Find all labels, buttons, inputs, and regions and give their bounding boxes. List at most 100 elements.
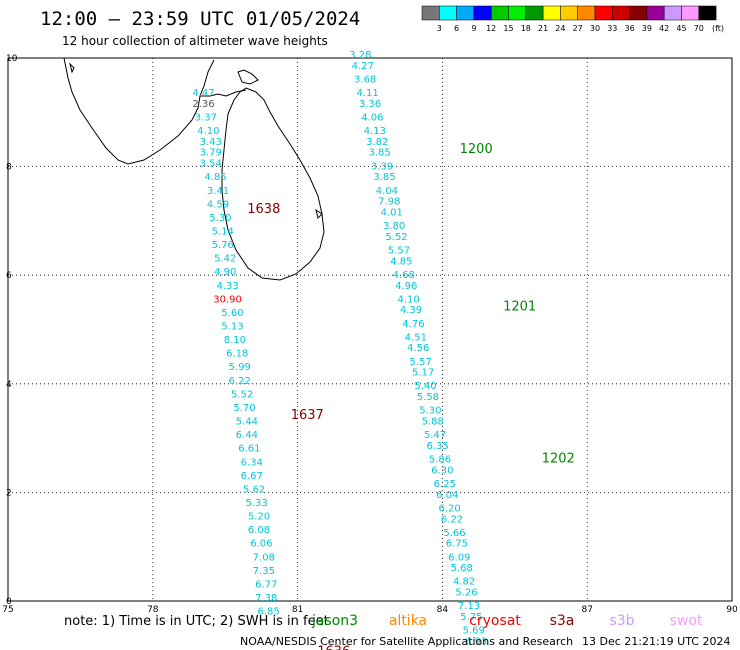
wave-height-value: 5.57 [410, 357, 432, 368]
legend-label: 30 [590, 24, 600, 33]
wave-height-value: 5.20 [248, 512, 270, 523]
wave-height-value: 4.59 [207, 199, 229, 210]
wave-height-value: 30.90 [213, 294, 242, 305]
wave-height-value: 4.85 [390, 256, 412, 267]
y-tick-label: 2 [6, 488, 12, 498]
legend-swatch [560, 5, 578, 21]
grid-lines [8, 58, 732, 601]
wave-height-value: 5.17 [412, 368, 434, 379]
wave-height-value: 6.25 [434, 479, 456, 490]
pass-number-label: 1201 [503, 299, 536, 314]
x-tick-label: 81 [292, 605, 303, 615]
x-tick-label: 75 [2, 605, 13, 615]
wave-height-value: 5.69 [463, 626, 485, 637]
legend-swatch [594, 5, 613, 21]
wave-height-value: 6.22 [229, 376, 251, 387]
footer-credit: NOAA/NESDIS Center for Satellite Applica… [240, 635, 573, 648]
wave-height-value: 7.13 [458, 601, 480, 612]
wave-height-value: 4.76 [402, 319, 424, 330]
wave-height-value: 5.68 [451, 563, 473, 574]
wave-height-value: 3.43 [200, 137, 222, 148]
wave-height-value: 7.98 [378, 197, 400, 208]
wave-height-value: 6.61 [238, 444, 260, 455]
wave-height-value: 5.44 [236, 417, 258, 428]
wave-height-value: 6.34 [241, 457, 263, 468]
wave-height-value: 5.33 [245, 498, 267, 509]
legend-label: 24 [555, 24, 565, 33]
wave-height-value: 5.30 [209, 213, 231, 224]
wave-height-value: 6.30 [431, 465, 453, 476]
wave-height-value: 6.44 [236, 430, 258, 441]
pass-number-label: 1636 [317, 644, 350, 650]
wave-height-value: 5.26 [455, 588, 477, 599]
wave-height-value: 6.67 [241, 471, 263, 482]
satellite-label-swot: swot [670, 613, 703, 629]
wave-height-value: 4.10 [197, 126, 219, 137]
satellite-label-s3a: s3a [550, 613, 575, 629]
y-tick-label: 0 [6, 597, 12, 607]
pass-number-label: 1200 [460, 142, 493, 157]
wave-height-value: 6.75 [446, 539, 468, 550]
map-border [7, 57, 733, 602]
coastline [63, 57, 325, 281]
y-tick-label: 8 [6, 163, 12, 173]
legend-unit: (ft) [712, 24, 724, 33]
y-tick-label: 10 [6, 54, 18, 64]
legend-swatch [490, 5, 509, 21]
wave-height-value: 6.77 [255, 579, 277, 590]
legend-label: 39 [642, 24, 652, 33]
wave-height-value: 3.85 [369, 148, 391, 159]
legend-swatch [612, 5, 630, 21]
wave-height-value: 3.36 [359, 99, 381, 110]
wave-height-value: 4.85 [204, 172, 226, 183]
legend-label: 9 [471, 24, 476, 33]
wave-height-value: 4.51 [405, 332, 427, 343]
wave-height-value: 5.52 [231, 389, 253, 400]
wave-height-value: 5.88 [422, 417, 444, 428]
wave-height-value: 3.80 [383, 221, 405, 232]
legend-swatch [577, 5, 596, 21]
island-small-2 [315, 208, 323, 219]
wave-height-value: 6.93 [465, 636, 487, 647]
satellite-key: jason3 altika cryosat s3a s3b swot [311, 613, 703, 629]
note-text: note: 1) Time is in UTC; 2) SWH is in fe… [64, 614, 329, 629]
wave-height-value: 4.33 [216, 281, 238, 292]
legend-label: 36 [625, 24, 635, 33]
wave-height-value: 5.76 [212, 240, 234, 251]
wave-height-value: 4.96 [395, 281, 417, 292]
wave-height-value: 4.13 [364, 126, 386, 137]
sri-lanka-coastline [221, 87, 325, 281]
wave-height-value: 6.09 [448, 552, 470, 563]
color-legend: 3 6 9 12 15 18 21 24 27 30 33 36 39 42 45 70 [421, 5, 717, 33]
wave-height-value: 5.86 [429, 455, 451, 466]
india-coastline [63, 57, 215, 165]
pass-number-label: 1638 [247, 202, 280, 217]
legend-swatch [629, 5, 648, 21]
wave-height-value: 4.11 [356, 88, 378, 99]
wave-height-value: 5.58 [417, 392, 439, 403]
wave-height-value: 4.90 [214, 267, 236, 278]
legend-label: 12 [486, 24, 496, 33]
wave-height-value: 5.47 [424, 430, 446, 441]
legend-swatch [698, 5, 717, 21]
wave-height-value: 3.82 [366, 137, 388, 148]
wave-height-value: 3.68 [354, 74, 376, 85]
wave-height-value: 7.38 [255, 593, 277, 604]
wave-height-value: 5.42 [214, 254, 236, 265]
wave-height-value: 5.66 [443, 528, 465, 539]
wave-height-value: 4.39 [400, 305, 422, 316]
wave-height-value: 3.54 [200, 159, 222, 170]
x-tick-label: 84 [437, 605, 449, 615]
chart-subtitle: 12 hour collection of altimeter wave hei… [62, 34, 328, 48]
wave-height-value: 6.20 [439, 503, 461, 514]
wave-height-value: 4.68 [393, 270, 415, 281]
wave-height-value: 6.18 [226, 349, 248, 360]
footer-timestamp: 13 Dec 21:21:19 UTC 2024 [582, 635, 730, 648]
legend-swatch [525, 5, 544, 21]
chart-title: 12:00 – 23:59 UTC 01/05/2024 [40, 8, 360, 30]
legend-swatch [473, 5, 492, 21]
wave-height-value: 5.60 [221, 308, 243, 319]
wave-height-value: 3.85 [373, 172, 395, 183]
legend-swatch [663, 5, 682, 21]
x-tick-label: 78 [147, 605, 159, 615]
